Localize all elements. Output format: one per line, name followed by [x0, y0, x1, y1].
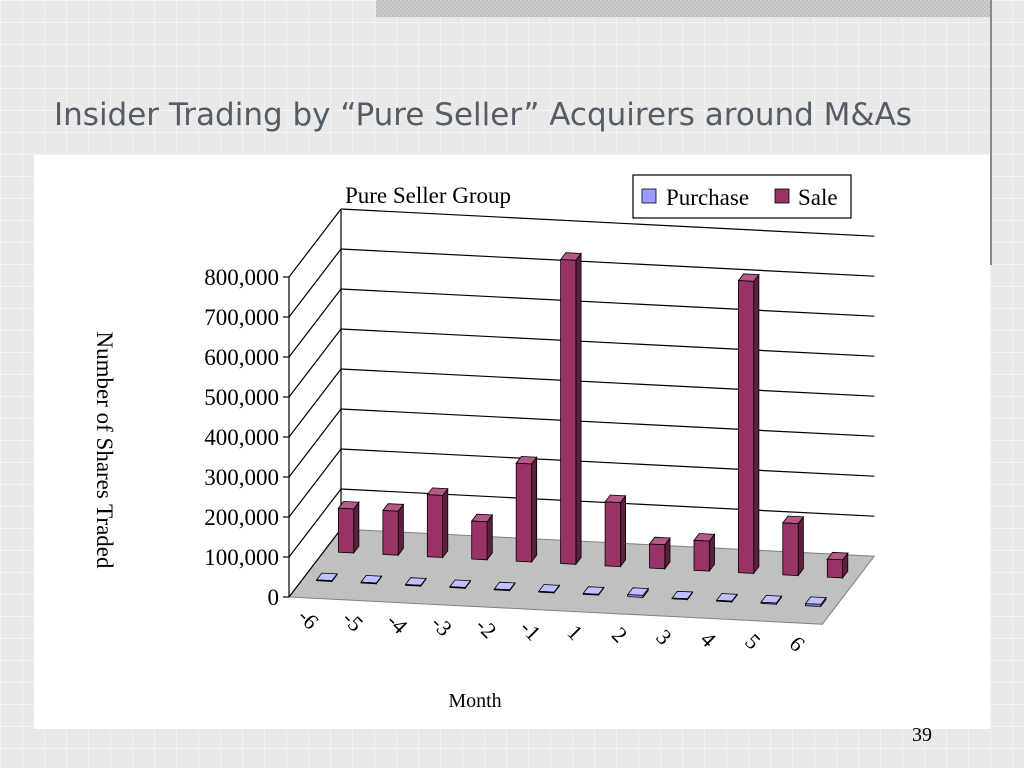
side-gridline: [288, 448, 342, 518]
purchase-bar-front: [805, 603, 822, 607]
sale-bar-front: [782, 522, 799, 577]
x-tick-label: -1: [515, 615, 546, 646]
purchase-bar-front: [493, 588, 511, 592]
gridline: [340, 288, 875, 317]
gridline: [340, 408, 875, 437]
x-tick-label: -2: [471, 613, 502, 644]
sale-bar-side: [531, 456, 538, 564]
y-axis-label: Number of Shares Traded: [92, 332, 117, 569]
gridline: [340, 208, 875, 237]
sale-bar-front: [693, 539, 710, 572]
sale-bar-front: [426, 494, 444, 558]
sale-bar-front: [382, 510, 399, 556]
gridline: [340, 248, 875, 277]
legend-swatch-purchase: [641, 188, 657, 204]
side-gridline: [288, 528, 342, 598]
sale-bar-side: [442, 487, 449, 559]
slide-divider-line: [990, 0, 992, 265]
purchase-bar-front: [360, 581, 377, 585]
sale-bar-side: [797, 515, 804, 577]
sale-bar-side: [575, 252, 582, 566]
sale-bar-side: [620, 494, 626, 568]
slide-title: Insider Trading by “Pure Seller” Acquire…: [54, 97, 912, 133]
sale-bar-side: [486, 513, 493, 561]
x-tick-label: 1: [562, 620, 587, 645]
side-gridline: [288, 368, 342, 438]
chart-panel: Pure Seller Group Purchase Sale Number o…: [34, 155, 990, 729]
purchase-bar-front: [582, 593, 599, 596]
page-number: 39: [912, 724, 932, 746]
x-tick-label: 3: [651, 624, 676, 649]
gridline: [340, 448, 875, 477]
legend-box: [632, 174, 852, 219]
purchase-bar-front: [760, 601, 777, 605]
legend-label-purchase: Purchase: [666, 185, 749, 210]
legend-swatch-sale: [774, 188, 790, 204]
x-tick-label: 5: [740, 629, 765, 654]
purchase-bar-front: [627, 594, 644, 598]
x-axis-label: Month: [448, 690, 501, 712]
x-tick-label: -6: [293, 604, 324, 635]
y-tick-label: 800,000: [204, 265, 279, 290]
purchase-bar-front: [538, 590, 555, 594]
gridline: [340, 328, 875, 357]
purchase-bar-front: [716, 599, 733, 603]
header-texture-strip: [376, 0, 990, 17]
side-gridline: [288, 248, 342, 318]
y-tick-label: 0: [268, 585, 280, 610]
x-tick-label: -5: [338, 606, 369, 637]
y-tick-label: 300,000: [204, 465, 279, 490]
x-tick-label: -4: [382, 608, 413, 639]
purchase-bar-front: [316, 579, 333, 582]
sale-bar-front: [826, 558, 843, 579]
bar-chart-3d: Pure Seller Group Purchase Sale Number o…: [92, 174, 876, 712]
sale-bar-front: [471, 520, 488, 561]
sale-bar-front: [560, 259, 577, 565]
y-tick-label: 500,000: [204, 385, 279, 410]
gridline: [340, 368, 875, 397]
y-tick-label: 200,000: [204, 505, 279, 530]
sale-bar-side: [753, 273, 760, 575]
chart-legend: Purchase Sale: [632, 174, 852, 219]
side-gridline: [288, 328, 342, 398]
y-tick-label: 600,000: [204, 345, 279, 370]
sale-bar-front: [738, 280, 755, 574]
side-gridline: [288, 408, 342, 478]
sale-bar-front: [337, 507, 355, 554]
side-gridline: [288, 488, 342, 558]
purchase-bar-front: [449, 586, 466, 589]
purchase-bar-front: [671, 597, 688, 601]
x-tick-label: 4: [696, 626, 721, 651]
chart-title: Pure Seller Group: [345, 183, 511, 208]
sale-bar-side: [353, 501, 360, 555]
purchase-bar-front: [405, 584, 422, 587]
side-gridline: [288, 208, 342, 278]
x-tick-label: -3: [427, 610, 458, 641]
side-gridline: [288, 288, 342, 358]
x-tick-label: 6: [785, 631, 810, 656]
y-tick-label: 400,000: [204, 425, 279, 450]
x-tick-label: 2: [607, 622, 632, 647]
sale-bar-side: [397, 503, 404, 557]
y-tick-label: 100,000: [204, 545, 279, 570]
sale-bar-front: [604, 501, 621, 568]
plot-area: 0 100,000 200,000 300,000 400,000 500,000 600,…: [204, 208, 876, 656]
sale-bar-front: [649, 543, 666, 570]
sale-bar-front: [515, 462, 532, 563]
y-tick-label: 700,000: [204, 305, 279, 330]
legend-label-sale: Sale: [798, 185, 838, 210]
